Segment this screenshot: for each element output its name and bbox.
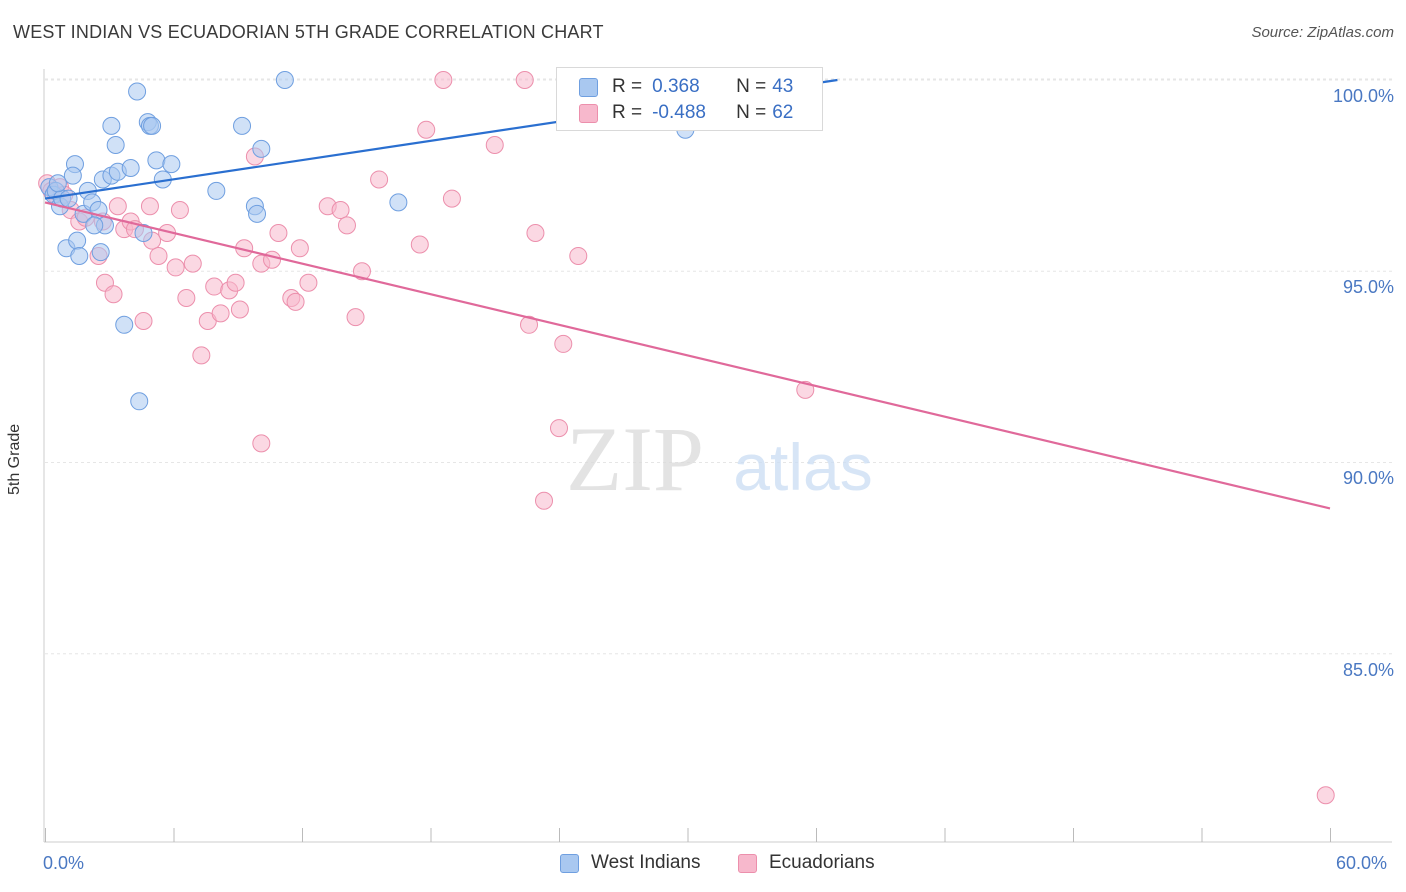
ecuadorian-point [554, 334, 573, 353]
ecuadorian-point [108, 197, 127, 216]
legend-row-west-indians: R = 0.368 N = 43 [579, 76, 793, 98]
west-indian-point [48, 174, 67, 193]
n-value: 62 [772, 102, 794, 123]
west-indian-point [275, 71, 294, 89]
ecuadorian-point [370, 170, 389, 189]
west-indian-point [233, 116, 252, 135]
west-indian-point [70, 246, 89, 265]
ecuadorian-point [166, 258, 185, 277]
legend-label: Ecuadorians [769, 852, 875, 873]
ecuadorian-point [535, 491, 554, 510]
west-indian-point [248, 204, 267, 223]
west-indians-points [40, 71, 695, 411]
ecuadorian-point [263, 250, 282, 269]
ecuadorians-trend-line [44, 201, 1331, 510]
ecuadorian-point [149, 246, 168, 265]
ecuadorian-point [526, 224, 545, 242]
ecuadorian-point [177, 289, 196, 308]
west-indian-point [389, 193, 408, 212]
ecuadorian-point [1316, 786, 1335, 805]
chart-title: WEST INDIAN VS ECUADORIAN 5TH GRADE CORR… [13, 22, 604, 42]
r-label: R = [612, 76, 643, 97]
ecuadorian-point [230, 300, 249, 319]
west-indian-point [128, 82, 147, 101]
west-indian-point [134, 224, 153, 242]
ecuadorian-point [346, 308, 365, 327]
bottom-legend-ecuadorians[interactable]: Ecuadorians [738, 852, 875, 874]
ecuadorian-point [290, 239, 309, 258]
ecuadorian-point [331, 201, 350, 220]
y-tick-100: 100.0% [1332, 86, 1394, 106]
pink-swatch [738, 853, 757, 873]
west-indian-point [115, 315, 134, 334]
r-value: 0.368 [652, 76, 700, 97]
ecuadorian-point [515, 71, 534, 89]
ecuadorian-point [417, 120, 436, 139]
ecuadorian-point [211, 304, 230, 323]
r-value: -0.488 [652, 102, 706, 123]
west-indian-point [130, 392, 149, 411]
ecuadorian-point [352, 262, 371, 281]
y-tick-95: 95.0% [1342, 277, 1394, 297]
ecuadorian-point [226, 273, 245, 292]
west-indian-point [63, 166, 82, 185]
west-indian-point [207, 181, 226, 200]
y-tick-90: 90.0% [1342, 468, 1394, 488]
ecuadorian-point [205, 277, 224, 296]
ecuadorian-point [140, 197, 159, 216]
pink-swatch [579, 103, 598, 123]
blue-swatch [579, 77, 598, 97]
west-indian-point [68, 231, 87, 250]
legend-row-ecuadorians: R = -0.488 N = 62 [579, 102, 793, 124]
west-indian-point [143, 116, 162, 135]
y-axis-label: 5th Grade [6, 423, 23, 495]
west-indian-point [102, 116, 121, 135]
west-indian-point [162, 155, 181, 174]
blue-swatch [560, 853, 579, 873]
ecuadorian-point [269, 224, 288, 242]
west-indian-point [106, 136, 125, 155]
x-tick-max: 60.0% [1336, 853, 1388, 873]
n-label: N = [736, 76, 767, 97]
gridlines [45, 78, 1392, 655]
ecuadorian-point [520, 315, 539, 334]
ecuadorian-point [170, 201, 189, 220]
ecuadorian-point [550, 419, 568, 438]
ecuadorian-point [485, 136, 504, 155]
y-tick-85: 85.0% [1342, 660, 1394, 680]
ecuadorian-point [299, 273, 318, 292]
ecuadorian-point [252, 434, 271, 453]
watermark: ZIP atlas [566, 408, 873, 510]
ecuadorian-point [434, 71, 453, 89]
west-indian-point [147, 151, 166, 170]
west-indian-point [85, 216, 104, 235]
watermark-atlas: atlas [733, 430, 872, 504]
ecuadorian-point [442, 189, 461, 208]
west-indian-point [91, 243, 110, 262]
r-label: R = [612, 102, 643, 123]
west-indian-point [59, 189, 78, 208]
watermark-zip: ZIP [566, 408, 704, 510]
axes [43, 69, 1392, 843]
ecuadorian-point [104, 285, 123, 304]
ecuadorian-point [569, 246, 588, 265]
west-indian-point [252, 139, 271, 158]
ecuadorian-point [337, 216, 356, 235]
west-indian-point [121, 158, 140, 177]
n-label: N = [736, 102, 767, 123]
ecuadorian-point [410, 235, 429, 254]
ecuadorian-point [134, 311, 153, 330]
bottom-legend-west-indians[interactable]: West Indians [560, 852, 700, 874]
ecuadorian-point [286, 292, 305, 311]
stats-legend: R = 0.368 N = 43 R = -0.488 N = 62 [556, 67, 823, 131]
n-value: 43 [772, 76, 794, 97]
source-label: Source: ZipAtlas.com [1251, 24, 1394, 41]
ecuadorian-point [192, 346, 211, 365]
x-tick-min: 0.0% [43, 853, 85, 873]
legend-label: West Indians [591, 852, 701, 873]
ecuadorian-point [183, 254, 202, 273]
